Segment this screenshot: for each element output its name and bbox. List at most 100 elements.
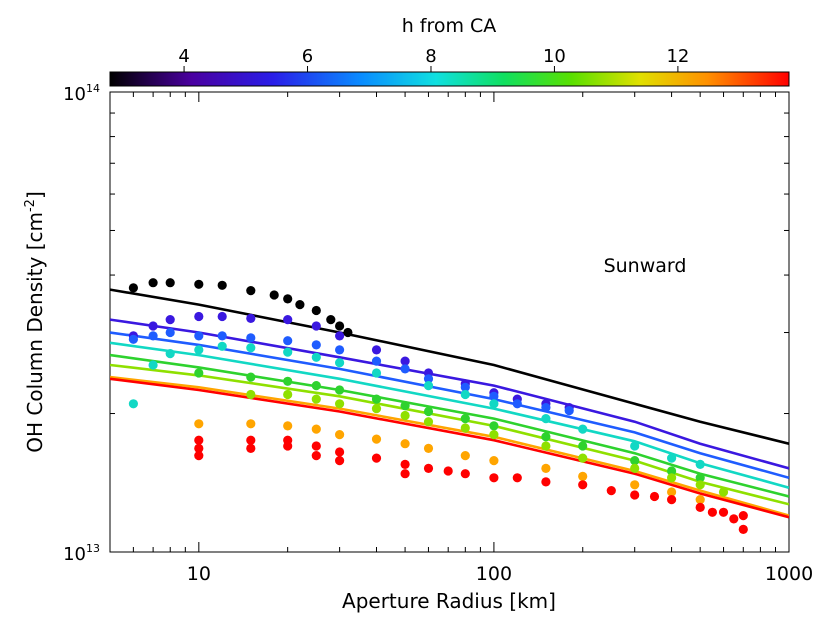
data-point [311,394,321,404]
colorbar-tick-label: 12 [666,46,689,67]
data-point [335,430,345,440]
data-point [400,469,410,479]
data-point [400,459,410,469]
data-point [423,417,434,427]
data-point [667,453,677,463]
y-axis-label: OH Column Density [cm-2] [23,191,47,453]
model-line [110,318,789,470]
data-point [194,368,204,378]
data-point [194,331,204,341]
data-point [649,491,660,502]
data-point [423,381,434,391]
data-point [165,349,175,359]
y-axis-label-sup: -2 [23,199,38,212]
model-line [110,363,789,506]
data-point [630,441,640,451]
data-point [400,439,410,449]
data-point [194,443,204,453]
data-point [578,441,588,451]
data-point [194,435,204,445]
data-point [489,421,499,431]
plot-frame [109,91,790,553]
sunward-annotation: Sunward [604,255,687,277]
data-point [165,315,175,325]
data-point [335,331,345,341]
model-lines [110,288,789,519]
data-point [541,477,551,487]
data-point [400,364,410,374]
data-point [695,495,705,505]
y-tick-label: 1014 [63,82,100,105]
data-point [695,459,705,469]
data-point [343,327,353,338]
data-point [512,399,522,409]
data-point [335,447,345,457]
data-point [578,424,588,434]
y-tick-label: 1013 [63,542,100,565]
y-tick-base: 10 [63,84,86,105]
data-point [194,279,204,289]
model-line [110,288,789,445]
data-point [246,389,256,400]
data-point [246,372,256,382]
data-point [335,345,345,355]
data-point [246,286,256,296]
data-points [128,278,748,535]
x-tick-label: 10 [187,563,211,585]
data-point [311,305,321,316]
y-tick-exp: 13 [86,542,100,555]
data-point [194,345,204,355]
data-point [295,300,305,310]
data-point [371,368,382,378]
data-point [541,403,551,413]
data-point [246,313,256,323]
data-point [460,423,470,433]
data-point [460,382,470,392]
data-point [489,399,499,409]
data-point [194,419,204,429]
data-point [400,356,410,366]
colorbar-ticks: 4 6 8 10 12 [178,46,689,72]
data-point [335,358,345,368]
data-point [423,374,434,384]
data-point [564,406,574,416]
data-point [246,443,256,453]
data-point [630,480,640,490]
data-point [541,463,551,473]
colorbar-tick-label: 10 [543,46,566,67]
data-point [283,294,293,304]
data-point [311,340,321,350]
data-point [128,399,138,409]
data-point [630,490,640,500]
data-point [630,463,640,473]
data-point [311,381,321,391]
data-point [165,278,175,288]
data-point [738,510,748,521]
colorbar-tick-label: 4 [178,46,189,67]
data-point [718,507,729,517]
data-point [443,466,453,476]
data-point [695,502,705,512]
data-point [400,410,410,421]
data-point [335,321,345,331]
model-line [110,375,789,517]
x-axis-label: Aperture Radius [km] [342,589,556,613]
data-point [283,315,293,325]
data-point [489,456,499,466]
data-point [148,321,158,331]
y-tick-base: 10 [63,544,86,565]
data-point [194,451,204,461]
data-point [283,389,293,400]
data-point [335,385,345,395]
data-point [311,352,321,362]
data-point [541,432,551,442]
x-tick-labels: 10 100 1000 [187,563,813,585]
data-point [667,487,677,497]
data-point [578,471,588,481]
data-point [667,466,677,476]
data-point [217,280,227,290]
data-point [460,469,470,479]
